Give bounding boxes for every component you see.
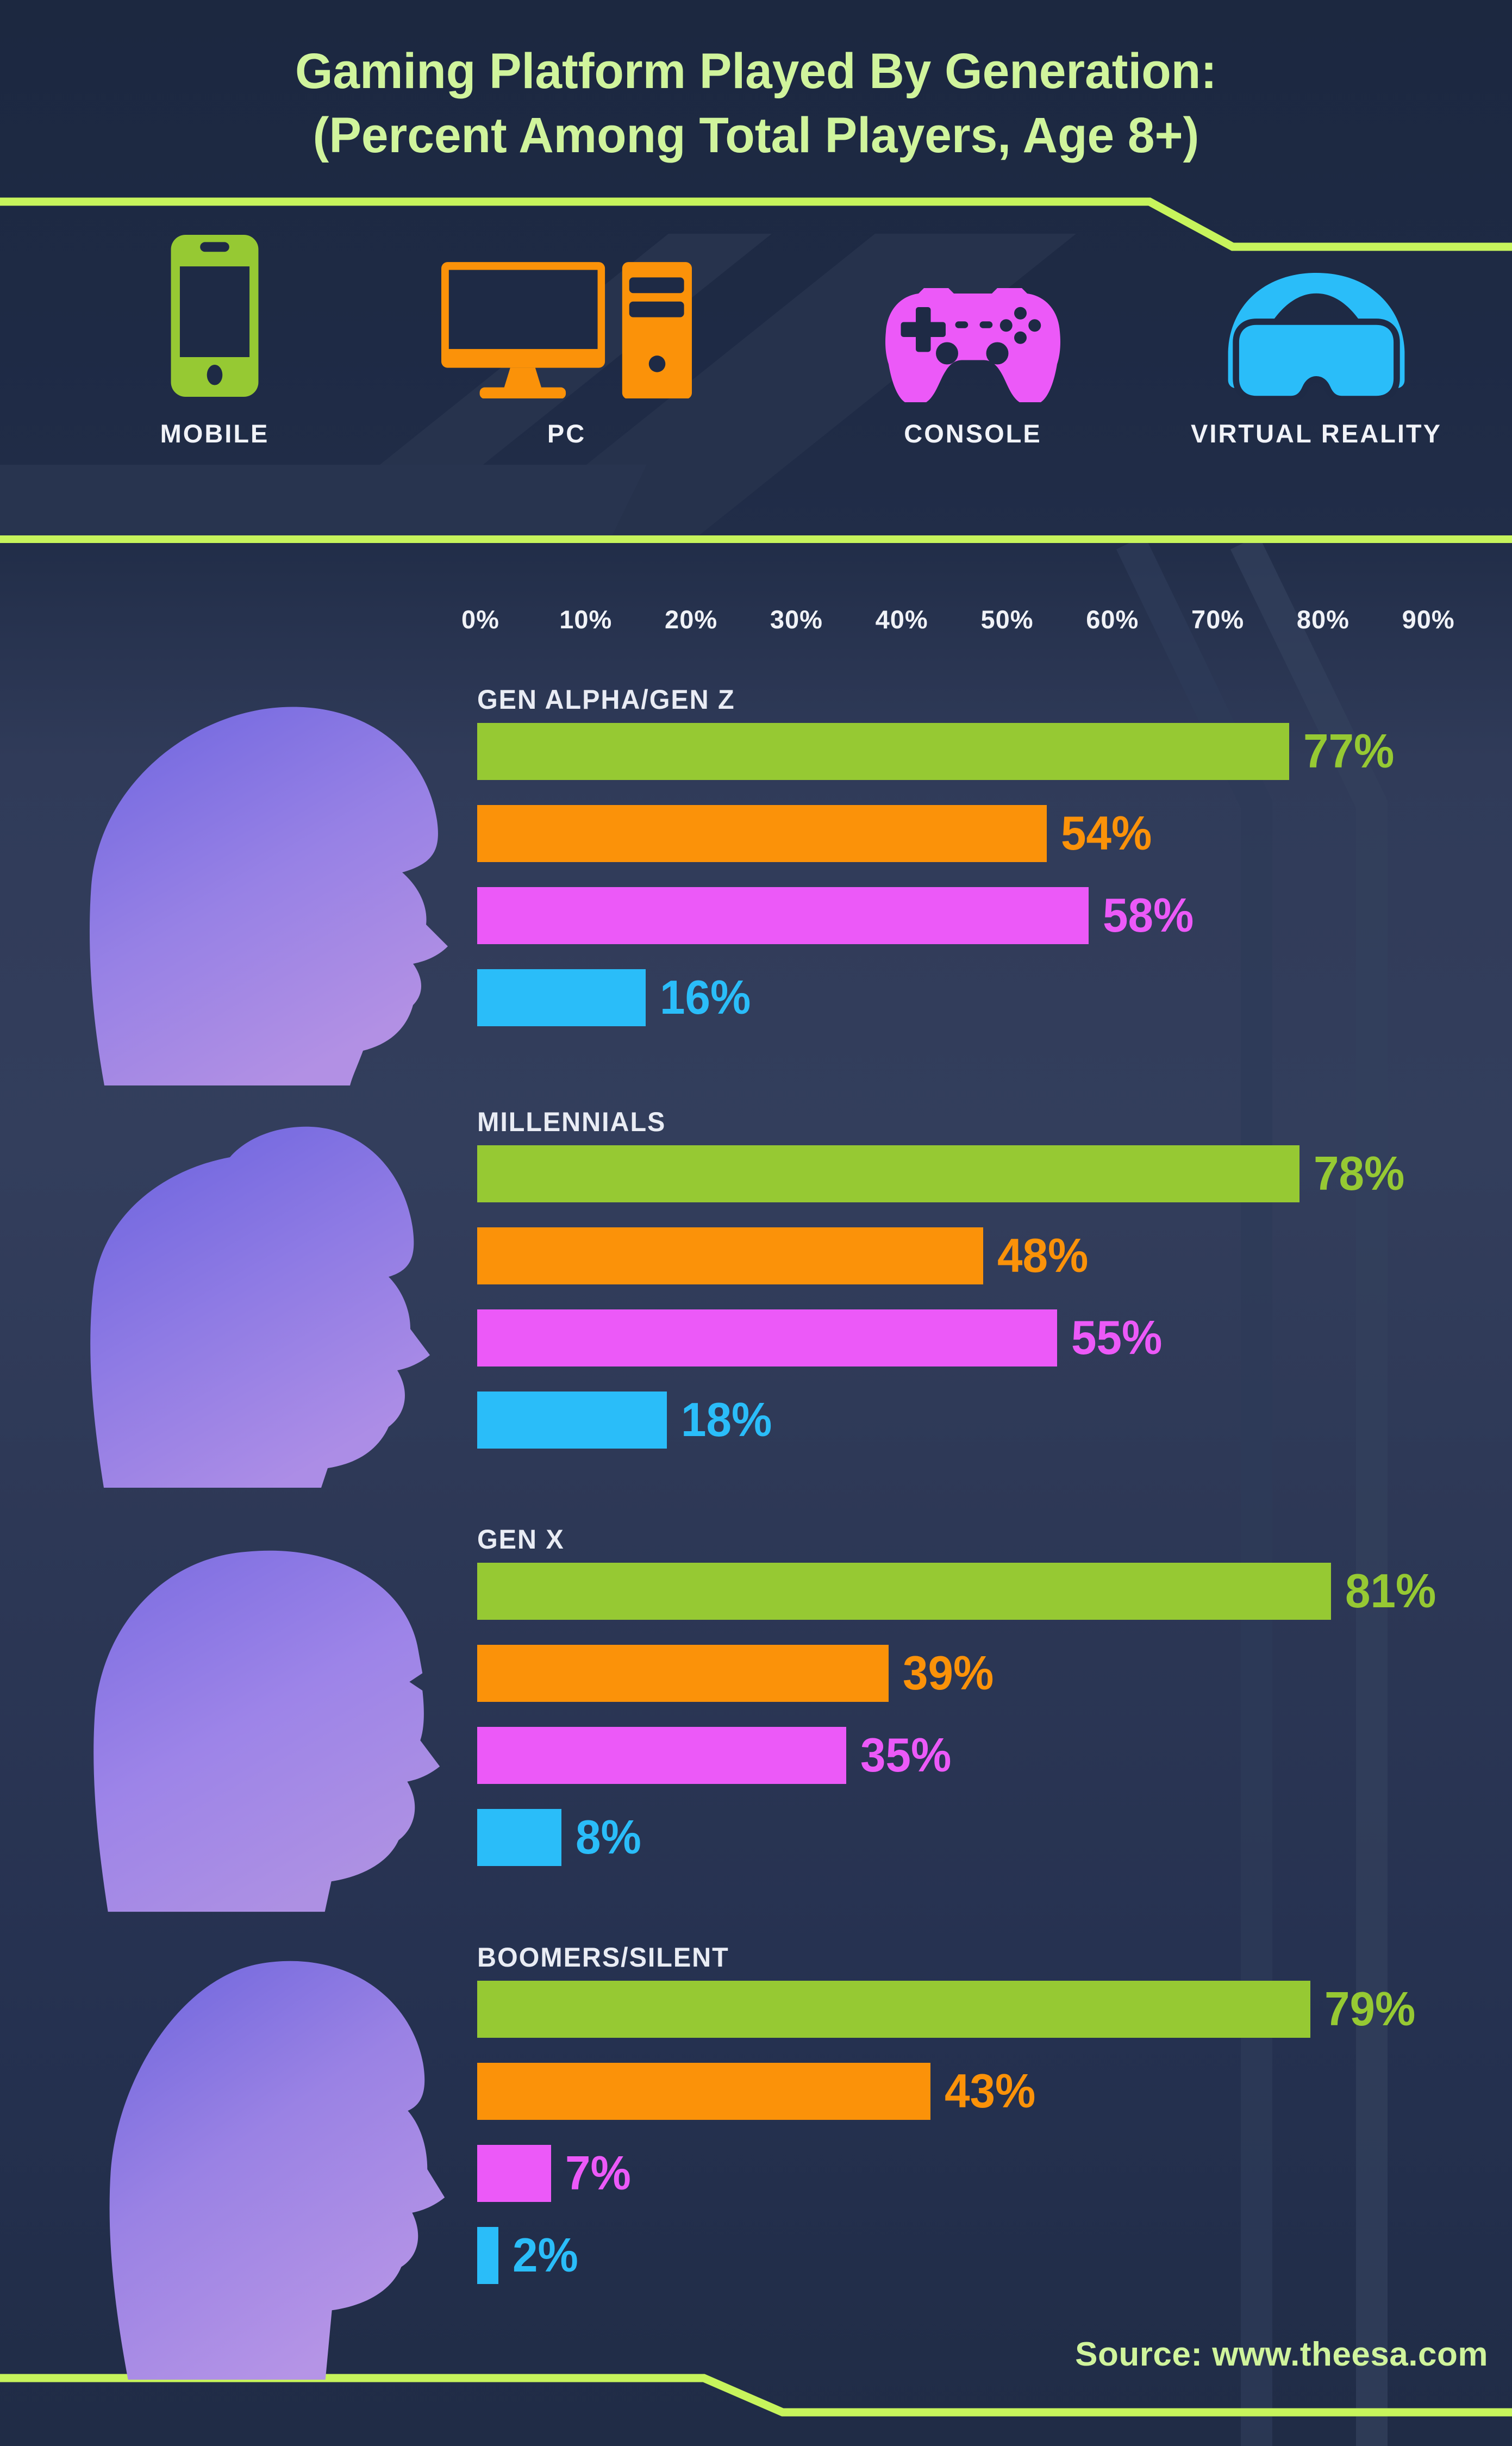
bar-console (477, 2145, 551, 2202)
axis-tick-10: 10% (559, 605, 613, 634)
bar-value-label: 77% (1303, 724, 1395, 778)
bar-mobile (477, 1563, 1331, 1620)
circuit-line-bottom (0, 2374, 1512, 2417)
millennials-man-silhouette (90, 1126, 430, 1488)
decor-circuit-trace (1116, 535, 1272, 2446)
axis-tick-40: 40% (875, 605, 928, 634)
bar-pc (477, 805, 1047, 862)
decor-diagonal-band (0, 465, 647, 542)
mobile-phone-icon (171, 235, 259, 397)
bar-value-label: 8% (576, 1810, 641, 1864)
decor-circuit-trace (1230, 535, 1388, 2446)
bar-pc (477, 1645, 889, 1702)
legend-label-vr: VIRTUAL REALITY (1191, 419, 1442, 448)
bar-value-label: 79% (1324, 1982, 1416, 2036)
gamepad-icon (885, 288, 1060, 402)
bar-value-label: 7% (565, 2146, 631, 2200)
bar-value-label: 2% (513, 2228, 578, 2282)
bar-value-label: 18% (681, 1393, 772, 1446)
bar-console (477, 1309, 1057, 1366)
legend-item-console: CONSOLE (878, 235, 1068, 452)
bar-value-label: 81% (1345, 1564, 1436, 1618)
group-label: MILLENNIALS (477, 1107, 666, 1137)
axis-tick-90: 90% (1402, 605, 1455, 634)
axis-tick-0: 0% (461, 605, 499, 634)
bar-value-label: 16% (660, 970, 751, 1024)
source-credit: Source: www.theesa.com (1075, 2336, 1488, 2373)
divider-line (0, 535, 1512, 543)
axis-tick-80: 80% (1296, 605, 1349, 634)
title-line-1: Gaming Platform Played By Generation: (295, 43, 1217, 99)
legend-label-mobile: MOBILE (160, 419, 270, 448)
bar-console (477, 887, 1089, 944)
bar-value-label: 55% (1071, 1311, 1163, 1364)
circuit-line-top (0, 197, 1512, 251)
bar-mobile (477, 1981, 1310, 2038)
group-label: GEN ALPHA/GEN Z (477, 684, 735, 715)
bar-virtual-reality (477, 1392, 667, 1449)
group-label: GEN X (477, 1524, 565, 1555)
bar-value-label: 58% (1103, 888, 1194, 942)
bar-value-label: 39% (903, 1646, 994, 1700)
title-line-2: (Percent Among Total Players, Age 8+) (313, 108, 1199, 163)
axis-tick-20: 20% (665, 605, 718, 634)
axis-tick-50: 50% (980, 605, 1034, 634)
boomers-silent-man-silhouette (109, 1961, 445, 2380)
bar-mobile (477, 1145, 1299, 1202)
axis-tick-70: 70% (1191, 605, 1245, 634)
legend-item-vr: VIRTUAL REALITY (1191, 235, 1440, 452)
legend-label-console: CONSOLE (904, 419, 1042, 448)
legend-item-mobile: MOBILE (160, 235, 269, 452)
bar-value-label: 48% (997, 1228, 1089, 1282)
page-title: Gaming Platform Played By Generation: (P… (0, 39, 1512, 167)
desktop-pc-icon (441, 262, 692, 398)
legend-label-pc: PC (547, 419, 586, 448)
bar-value-label: 35% (860, 1728, 952, 1782)
bar-virtual-reality (477, 2227, 498, 2284)
bar-mobile (477, 723, 1289, 780)
gen-x-man-silhouette (93, 1550, 440, 1912)
bar-value-label: 78% (1314, 1146, 1405, 1200)
legend-item-pc: PC (441, 235, 692, 452)
vr-headset-icon (1228, 273, 1405, 399)
bar-value-label: 43% (945, 2064, 1036, 2118)
bar-pc (477, 1227, 983, 1284)
bar-console (477, 1727, 846, 1784)
bar-pc (477, 2063, 930, 2120)
bar-virtual-reality (477, 969, 646, 1026)
gen-alpha-gen-z-girl-silhouette (90, 707, 448, 1085)
axis-tick-60: 60% (1086, 605, 1139, 634)
group-label: BOOMERS/SILENT (477, 1942, 729, 1973)
axis-tick-30: 30% (770, 605, 823, 634)
bar-virtual-reality (477, 1809, 561, 1866)
bar-value-label: 54% (1061, 806, 1152, 860)
